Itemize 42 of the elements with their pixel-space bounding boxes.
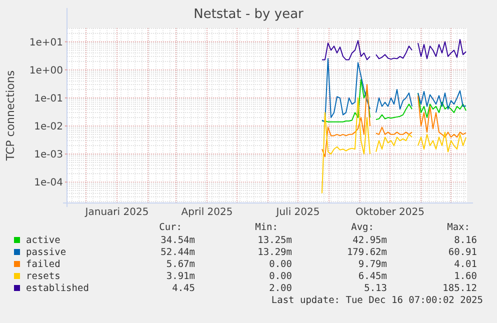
y-tick-label: 1e-02	[34, 121, 63, 132]
legend-label: passive	[26, 247, 66, 258]
x-tick-label: April 2025	[181, 207, 233, 218]
text: Last update: Tue Dec 16 07:00:02 2025	[271, 295, 483, 306]
text: 4.45	[172, 283, 195, 294]
y-tick-label: 1e-04	[34, 178, 63, 189]
text: 0.00	[269, 259, 292, 270]
text: 8.16	[454, 235, 478, 246]
chart-title: Netstat - by year	[194, 7, 304, 22]
text: 5.67m	[166, 259, 196, 270]
x-tick-label: Januari 2025	[84, 207, 149, 218]
x-tick-label: Juli 2025	[275, 207, 320, 218]
y-tick-label: 1e+00	[29, 65, 63, 76]
y-tick-label: 1e-03	[34, 150, 63, 161]
text: 1.60	[454, 271, 478, 282]
text: Min:	[255, 222, 278, 233]
text: 4.01	[454, 259, 478, 270]
text: 34.54m	[160, 235, 196, 246]
text: 6.45m	[358, 271, 388, 282]
text: 0.00	[269, 271, 292, 282]
legend-label: established	[26, 283, 89, 294]
x-tick-label: Oktober 2025	[356, 207, 424, 218]
text: 179.62m	[346, 247, 388, 258]
text: 42.95m	[352, 235, 388, 246]
legend-label: active	[26, 235, 61, 246]
text: Cur:	[159, 222, 182, 233]
legend-label: failed	[26, 259, 60, 270]
text: 3.91m	[166, 271, 196, 282]
text: 2.00	[269, 283, 292, 294]
y-tick-label: 1e+01	[29, 37, 63, 48]
y-axis-title: TCP connections	[4, 70, 17, 162]
text: 52.44m	[160, 247, 196, 258]
legend-label: resets	[26, 271, 60, 282]
y-tick-label: 1e-01	[34, 93, 63, 104]
text: 13.25m	[258, 235, 292, 246]
text: 185.12	[442, 283, 477, 294]
text: 9.79m	[358, 259, 388, 270]
text: Max:	[447, 222, 470, 233]
text: 60.91	[448, 247, 478, 258]
text: 13.29m	[258, 247, 292, 258]
text: Avg:	[351, 222, 374, 233]
text: 5.13	[364, 283, 387, 294]
